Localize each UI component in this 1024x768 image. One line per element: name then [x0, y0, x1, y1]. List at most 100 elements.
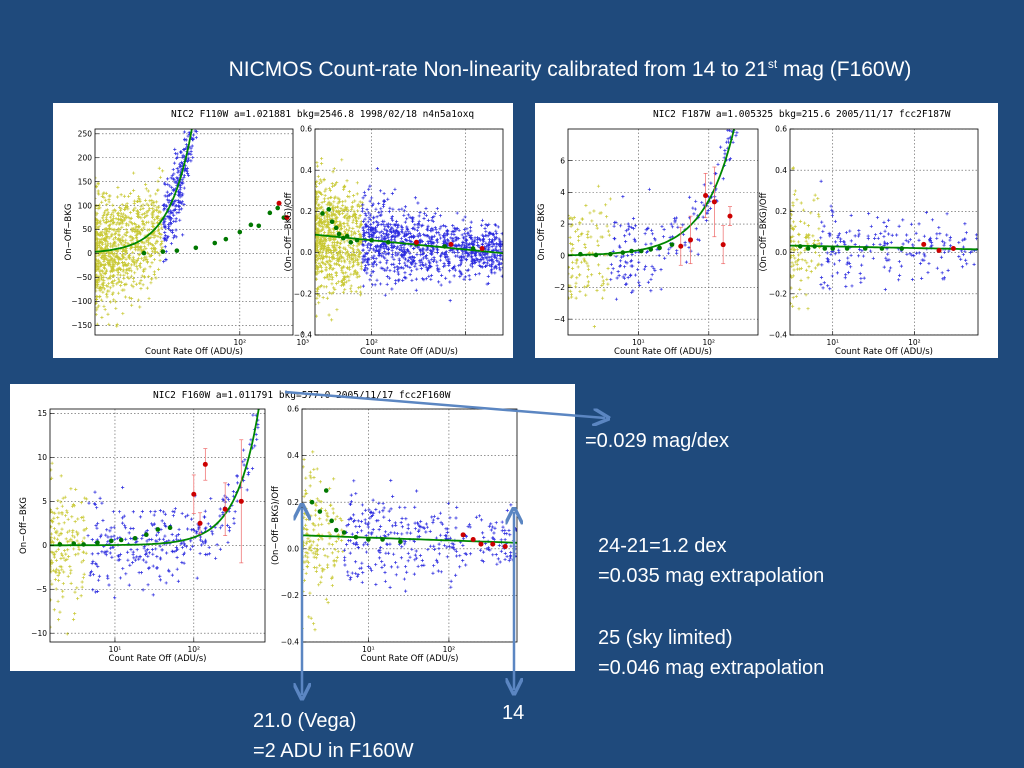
scatter-point [157, 210, 161, 214]
scatter-point [463, 215, 467, 219]
scatter-point [193, 103, 196, 106]
scatter-point [61, 496, 65, 500]
scatter-point [82, 528, 86, 532]
scatter-point [134, 233, 138, 237]
scatter-point [320, 205, 324, 209]
scatter-point [586, 280, 591, 284]
scatter-point [81, 550, 85, 555]
scatter-point [604, 203, 608, 207]
scatter-point [122, 273, 126, 277]
scatter-point [390, 191, 394, 196]
scatter-point [318, 223, 322, 227]
scatter-point [54, 567, 59, 571]
scatter-point [124, 268, 128, 272]
title-superscript: st [767, 57, 778, 71]
scatter-point [164, 204, 169, 208]
scatter-point [614, 297, 619, 301]
red-point [222, 506, 228, 512]
scatter-point [189, 123, 192, 126]
scatter-point [355, 272, 359, 276]
scatter-point [179, 164, 183, 168]
scatter-point [153, 509, 157, 514]
scatter-point [319, 255, 323, 259]
scatter-point [493, 222, 497, 227]
scatter-point [102, 196, 106, 200]
scatter-point [428, 248, 433, 252]
scatter-point [571, 260, 575, 264]
scatter-point [413, 264, 417, 268]
scatter-point [394, 279, 398, 283]
scatter-point [465, 243, 469, 247]
scatter-point [331, 253, 336, 257]
scatter-point [138, 515, 143, 519]
scatter-point [324, 187, 328, 191]
scatter-point [475, 235, 480, 240]
scatter-point [917, 251, 921, 255]
scatter-point [137, 557, 141, 561]
scatter-point [423, 255, 427, 259]
scatter-point [56, 617, 61, 622]
y-tick-label: −0.2 [769, 289, 787, 298]
scatter-point [196, 527, 201, 531]
scatter-point [248, 442, 252, 446]
scatter-point [210, 529, 214, 533]
scatter-point [353, 232, 357, 236]
scatter-point [125, 205, 129, 209]
scatter-point [964, 231, 969, 235]
scatter-point [735, 131, 739, 135]
binned-point [267, 210, 273, 216]
scatter-point [486, 281, 491, 286]
scatter-point [197, 103, 200, 104]
scatter-point [50, 598, 53, 602]
scatter-point [897, 273, 902, 277]
scatter-point [120, 254, 125, 258]
scatter-point [445, 238, 450, 242]
scatter-point [363, 268, 367, 272]
scatter-point [177, 201, 181, 205]
scatter-point [250, 466, 255, 471]
scatter-point [137, 248, 141, 252]
y-tick-label: −4 [554, 315, 565, 324]
scatter-point [480, 223, 484, 227]
scatter-point [179, 160, 184, 164]
binned-point [812, 244, 817, 249]
scatter-point [105, 284, 109, 288]
scatter-point [132, 260, 136, 264]
scatter-point [60, 527, 64, 531]
scatter-point [96, 552, 100, 556]
scatter-point [50, 468, 53, 472]
scatter-point [58, 564, 62, 569]
scatter-point [98, 233, 102, 237]
scatter-point [95, 262, 98, 266]
scatter-point [626, 227, 630, 231]
left-y-axis-label: On−Off−BKG [537, 204, 547, 261]
scatter-point [589, 235, 593, 239]
scatter-point [461, 252, 465, 256]
scatter-point [327, 213, 331, 217]
scatter-point [797, 232, 801, 236]
scatter-point [93, 490, 97, 494]
scatter-point [163, 245, 167, 249]
scatter-point [95, 278, 98, 282]
scatter-point [127, 531, 131, 535]
scatter-point [374, 249, 378, 253]
scatter-point [619, 255, 624, 259]
scatter-point [142, 258, 146, 262]
x-tick-label: 10³ [296, 338, 309, 347]
scatter-point [494, 229, 498, 233]
scatter-point [403, 251, 408, 255]
scatter-point [150, 277, 154, 281]
scatter-point [330, 255, 334, 259]
scatter-point [355, 220, 359, 224]
scatter-point [604, 215, 609, 219]
scatter-point [367, 216, 371, 220]
scatter-point [383, 234, 387, 238]
scatter-point [71, 528, 75, 533]
scatter-point [110, 555, 114, 559]
scatter-point [167, 214, 171, 218]
scatter-point [426, 218, 430, 222]
scatter-point [160, 519, 164, 523]
scatter-point [316, 256, 321, 260]
scatter-point [430, 216, 434, 220]
scatter-point [803, 248, 807, 252]
